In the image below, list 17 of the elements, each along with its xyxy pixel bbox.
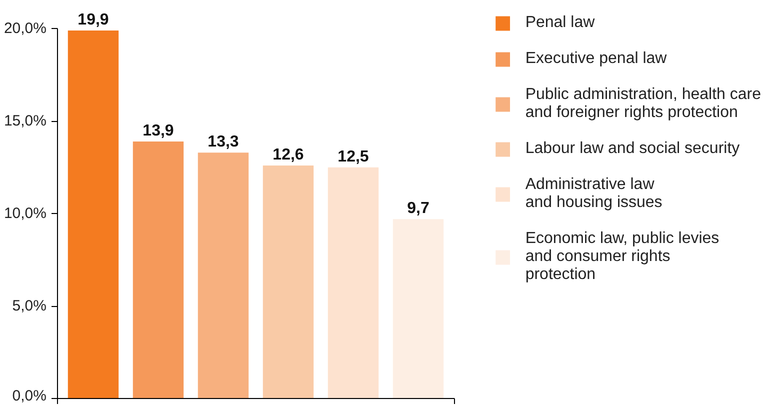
y-tick-label: 15,0% bbox=[4, 112, 47, 130]
y-tick-label: 10,0% bbox=[4, 205, 47, 222]
y-tick-label: 5,0% bbox=[12, 298, 47, 315]
data-label: 13,9 bbox=[142, 122, 174, 140]
data-label: 9,7 bbox=[407, 200, 430, 218]
data-label: 13,3 bbox=[208, 134, 239, 151]
legend-label: Economic law, public levies and consumer rights protection bbox=[525, 230, 720, 284]
y-tick-label: 0,0% bbox=[12, 388, 47, 404]
data-label: 19,9 bbox=[78, 12, 109, 29]
legend-label: Public administration, health care and foreigner rights protection bbox=[525, 86, 761, 122]
legend-label: Executive penal law bbox=[525, 50, 667, 68]
legend-label: Administrative law and housing issues bbox=[525, 176, 662, 212]
data-label: 12,5 bbox=[338, 148, 369, 166]
legend-label: Penal law bbox=[525, 14, 595, 32]
data-label: 12,6 bbox=[272, 146, 304, 164]
legend-label: Labour law and social security bbox=[525, 140, 740, 158]
y-tick-label: 20,0% bbox=[4, 20, 47, 38]
